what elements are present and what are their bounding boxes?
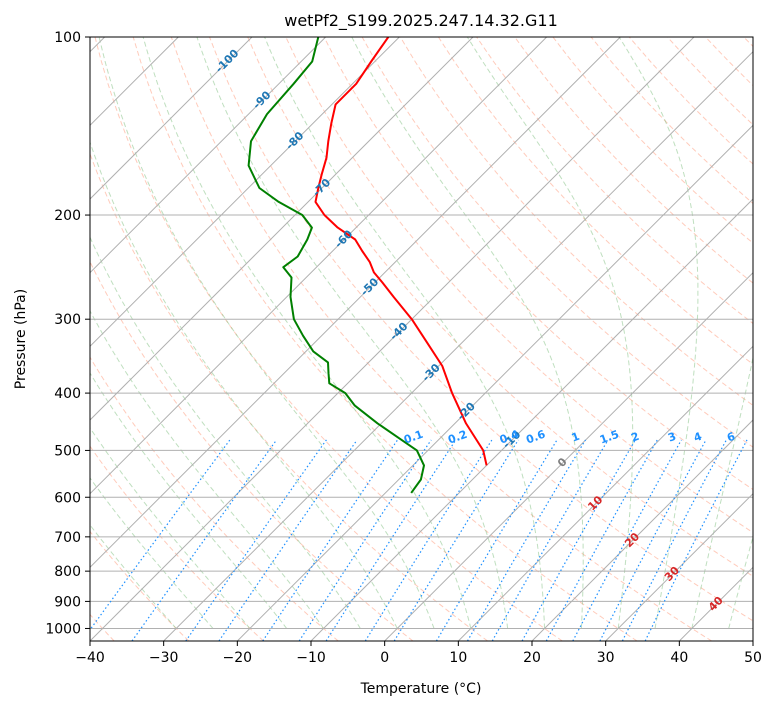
x-tick-label: −40: [75, 650, 105, 666]
y-tick-label: 600: [54, 490, 81, 506]
x-tick-label: −20: [223, 650, 253, 666]
x-tick-label: 10: [449, 650, 467, 666]
x-tick-label: 30: [597, 650, 615, 666]
y-axis-label: Pressure (hPa): [13, 289, 29, 389]
y-tick-label: 500: [54, 443, 81, 459]
y-tick-label: 700: [54, 530, 81, 546]
y-tick-label: 900: [54, 594, 81, 610]
x-tick-label: 20: [523, 650, 541, 666]
chart-title: wetPf2_S199.2025.247.14.32.G11: [284, 11, 558, 31]
y-tick-label: 800: [54, 564, 81, 580]
y-tick-label: 300: [54, 312, 81, 328]
y-tick-label: 100: [54, 30, 81, 46]
y-tick-label: 1000: [45, 621, 81, 637]
x-tick-label: −30: [149, 650, 179, 666]
x-tick-label: 50: [744, 650, 762, 666]
x-axis-label: Temperature (°C): [360, 681, 482, 697]
x-tick-label: −10: [296, 650, 326, 666]
y-tick-label: 200: [54, 208, 81, 224]
x-tick-label: 0: [380, 650, 389, 666]
x-tick-label: 40: [670, 650, 688, 666]
y-tick-label: 400: [54, 386, 81, 402]
